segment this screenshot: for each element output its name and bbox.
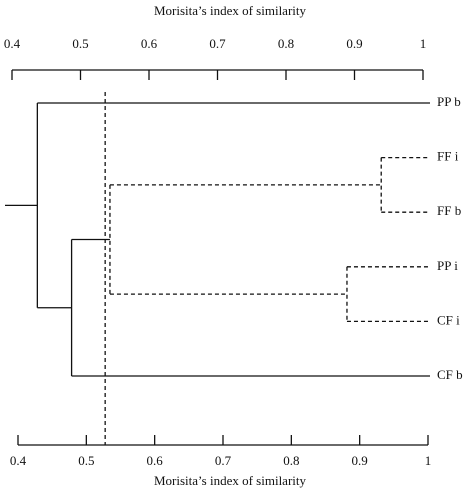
x-tick-label: 0.9 (346, 36, 362, 51)
x-tick-label: 0.8 (278, 36, 294, 51)
x-tick-label: 0.7 (215, 453, 232, 468)
leaf-label: FF b (437, 203, 461, 218)
x-tick-label: 0.8 (283, 453, 299, 468)
x-tick-label: 0.4 (10, 453, 27, 468)
x-tick-label: 0.5 (72, 36, 88, 51)
leaf-label: PP i (437, 258, 458, 273)
x-tick-label: 0.9 (352, 453, 368, 468)
x-tick-label: 0.4 (4, 36, 21, 51)
x-tick-label: 0.6 (147, 453, 164, 468)
x-tick-label: 0.5 (78, 453, 94, 468)
x-tick-label: 1 (420, 36, 427, 51)
x-tick-label: 1 (425, 453, 432, 468)
x-tick-label: 0.6 (141, 36, 158, 51)
x-tick-label: 0.7 (209, 36, 226, 51)
leaf-label: PP b (437, 94, 461, 109)
leaf-label: CF b (437, 367, 463, 382)
bottom-axis-title: Morisita’s index of similarity (154, 473, 307, 488)
leaf-label: FF i (437, 149, 459, 164)
leaf-label: CF i (437, 312, 460, 327)
top-axis-title: Morisita’s index of similarity (154, 3, 307, 18)
